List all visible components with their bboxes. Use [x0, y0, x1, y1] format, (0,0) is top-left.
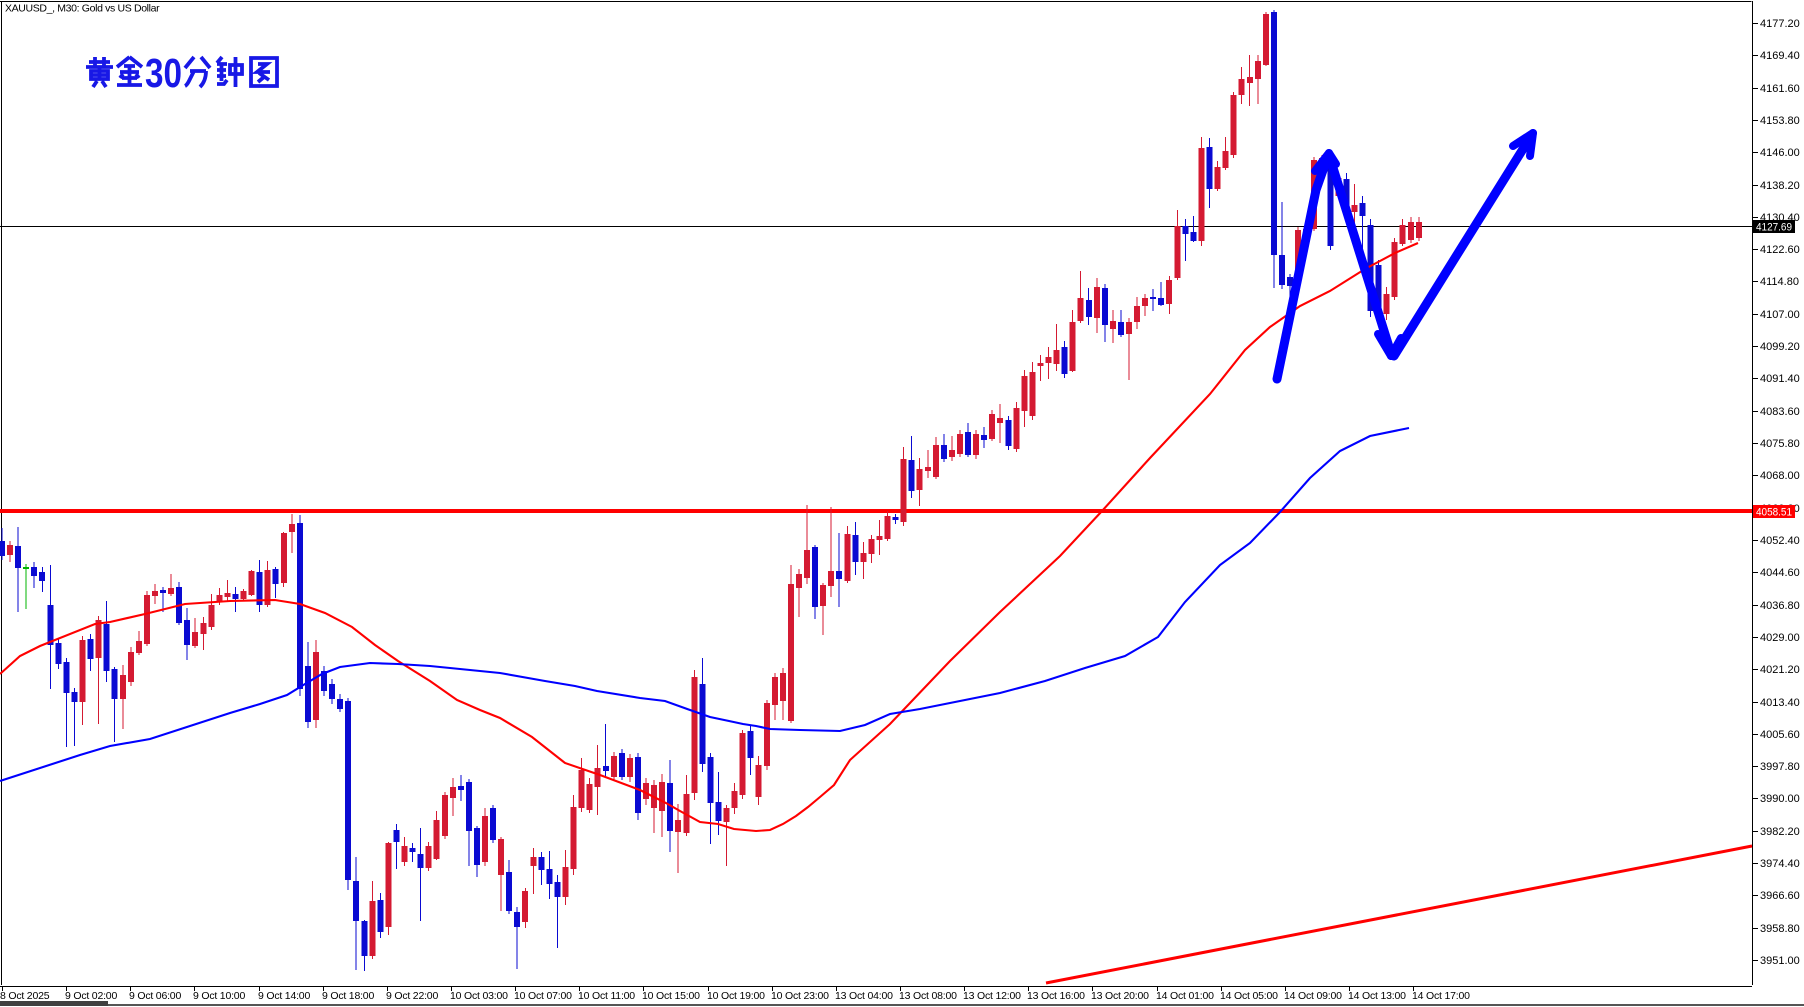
svg-text:9 Oct 14:00: 9 Oct 14:00 [258, 990, 310, 1002]
svg-text:14 Oct 17:00: 14 Oct 17:00 [1412, 990, 1470, 1002]
svg-text:4052.40: 4052.40 [1760, 535, 1800, 547]
svg-text:4029.00: 4029.00 [1760, 632, 1800, 644]
svg-text:14 Oct 05:00: 14 Oct 05:00 [1220, 990, 1278, 1002]
svg-text:9 Oct 06:00: 9 Oct 06:00 [129, 990, 181, 1002]
svg-text:3966.60: 3966.60 [1760, 890, 1800, 902]
svg-text:10 Oct 19:00: 10 Oct 19:00 [707, 990, 765, 1002]
svg-text:3982.20: 3982.20 [1760, 826, 1800, 838]
svg-text:30: 30 [145, 50, 182, 96]
svg-text:3951.00: 3951.00 [1760, 955, 1800, 967]
svg-text:9 Oct 10:00: 9 Oct 10:00 [193, 990, 245, 1002]
svg-text:9 Oct 18:00: 9 Oct 18:00 [322, 990, 374, 1002]
svg-text:4107.00: 4107.00 [1760, 309, 1800, 321]
svg-text:8 Oct 2025: 8 Oct 2025 [0, 990, 50, 1002]
svg-text:14 Oct 01:00: 14 Oct 01:00 [1156, 990, 1214, 1002]
svg-text:13 Oct 20:00: 13 Oct 20:00 [1091, 990, 1149, 1002]
svg-text:4058.51: 4058.51 [1756, 507, 1792, 519]
svg-text:4146.00: 4146.00 [1760, 147, 1800, 159]
svg-text:13 Oct 12:00: 13 Oct 12:00 [963, 990, 1021, 1002]
svg-text:10 Oct 15:00: 10 Oct 15:00 [642, 990, 700, 1002]
svg-text:4075.80: 4075.80 [1760, 438, 1800, 450]
svg-text:3990.00: 3990.00 [1760, 793, 1800, 805]
svg-text:4036.80: 4036.80 [1760, 600, 1800, 612]
svg-text:9 Oct 22:00: 9 Oct 22:00 [386, 990, 438, 1002]
svg-text:13 Oct 04:00: 13 Oct 04:00 [835, 990, 893, 1002]
svg-text:14 Oct 09:00: 14 Oct 09:00 [1284, 990, 1342, 1002]
svg-text:3974.40: 3974.40 [1760, 858, 1800, 870]
svg-text:4138.20: 4138.20 [1760, 180, 1800, 192]
svg-text:4091.40: 4091.40 [1760, 373, 1800, 385]
svg-text:4013.40: 4013.40 [1760, 697, 1800, 709]
svg-text:9 Oct 02:00: 9 Oct 02:00 [65, 990, 117, 1002]
svg-text:10 Oct 07:00: 10 Oct 07:00 [514, 990, 572, 1002]
svg-text:4068.00: 4068.00 [1760, 470, 1800, 482]
svg-text:4161.60: 4161.60 [1760, 83, 1800, 95]
svg-text:4169.40: 4169.40 [1760, 50, 1800, 62]
svg-text:10 Oct 03:00: 10 Oct 03:00 [450, 990, 508, 1002]
svg-text:13 Oct 16:00: 13 Oct 16:00 [1027, 990, 1085, 1002]
svg-text:14 Oct 13:00: 14 Oct 13:00 [1348, 990, 1406, 1002]
svg-text:10 Oct 23:00: 10 Oct 23:00 [771, 990, 829, 1002]
svg-text:4114.80: 4114.80 [1760, 276, 1799, 288]
svg-text:4153.80: 4153.80 [1760, 115, 1800, 127]
svg-text:XAUUSD_, M30: Gold vs US Doll: XAUUSD_, M30: Gold vs US Dollar [5, 3, 160, 15]
svg-text:3958.80: 3958.80 [1760, 923, 1800, 935]
svg-text:4044.60: 4044.60 [1760, 567, 1800, 579]
svg-text:13 Oct 08:00: 13 Oct 08:00 [899, 990, 957, 1002]
svg-text:4099.20: 4099.20 [1760, 341, 1800, 353]
svg-text:4021.20: 4021.20 [1760, 664, 1800, 676]
svg-text:4122.60: 4122.60 [1760, 244, 1800, 256]
svg-text:10 Oct 11:00: 10 Oct 11:00 [578, 990, 635, 1002]
svg-text:4005.60: 4005.60 [1760, 729, 1800, 741]
svg-text:4127.69: 4127.69 [1756, 222, 1792, 234]
svg-text:4177.20: 4177.20 [1760, 18, 1800, 30]
svg-text:4083.60: 4083.60 [1760, 406, 1800, 418]
svg-text:3997.80: 3997.80 [1760, 761, 1800, 773]
